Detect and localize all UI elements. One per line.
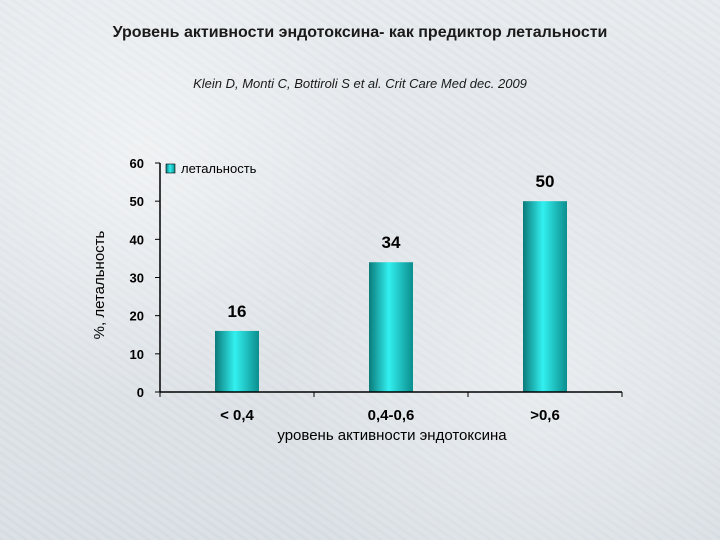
x-tick-label: 0,4-0,6 [368,407,415,424]
bar [523,201,567,392]
x-axis-title: уровень активности эндотоксина [277,427,507,444]
legend-swatch [165,163,176,174]
y-tick-label: 60 [130,156,144,171]
bars: 16 34 50 [215,172,567,392]
data-label: 16 [228,302,247,321]
y-axis-ticks: 0 10 20 30 40 50 60 [130,156,160,400]
x-axis-ticks: < 0,4 0,4-0,6 >0,6 [159,392,623,424]
bar [369,262,413,392]
legend: летальность [165,161,257,176]
data-label: 34 [382,233,401,252]
y-tick-label: 30 [130,271,144,286]
bar [215,330,259,392]
y-tick-label: 0 [137,385,144,400]
y-tick-label: 50 [130,194,144,209]
y-tick-label: 40 [130,232,144,247]
citation: Klein D, Monti C, Bottiroli S et al. Cri… [193,76,527,91]
data-label: 50 [536,172,555,191]
x-tick-label: < 0,4 [220,407,254,424]
x-tick-label: >0,6 [530,407,560,424]
legend-label: летальность [181,161,257,176]
y-tick-label: 20 [130,309,144,324]
y-tick-label: 10 [130,347,144,362]
y-axis-title: %, летальность [91,230,108,339]
slide-title: Уровень активности эндотоксина- как пред… [112,24,608,41]
